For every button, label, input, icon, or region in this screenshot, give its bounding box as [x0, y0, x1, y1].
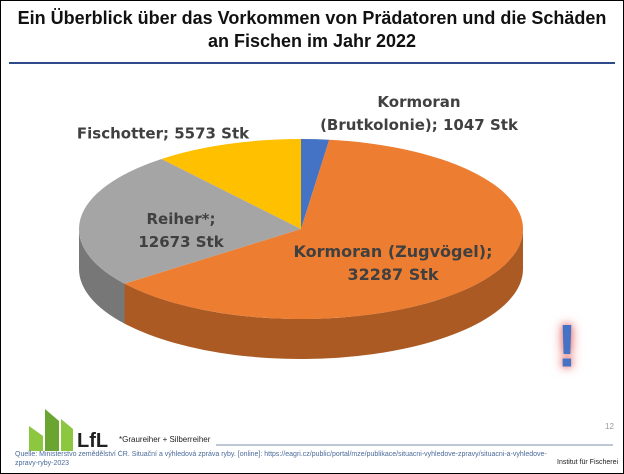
slice: [78, 158, 301, 284]
slice: [161, 139, 301, 229]
annotation: !: [557, 312, 577, 380]
slice: [124, 139, 523, 319]
slice: [301, 139, 330, 229]
institute: Institut für Fischerei: [557, 459, 619, 466]
chart-title: Ein Überblick über das Vorkommen von Prä…: [17, 8, 607, 51]
source: Quelle: Ministerstvo zemědělství ČR. Sit…: [15, 451, 547, 467]
data-label: Kormoran (Brutkolonie); 1047 Stk: [320, 93, 518, 134]
logo-text: LfL: [77, 430, 108, 452]
data-label: Reiher*; 12673 Stk: [138, 210, 224, 251]
slice-side: [79, 229, 125, 324]
page-number: 12: [605, 422, 614, 431]
slice-side: [124, 229, 523, 360]
logo: [29, 409, 73, 451]
data-label: Fischotter; 5573 Stk: [76, 124, 250, 143]
footnote: *Graureiher + Silberreiher: [119, 435, 211, 444]
data-label: Kormoran (Zugvögel); 32287 Stk: [293, 242, 493, 284]
